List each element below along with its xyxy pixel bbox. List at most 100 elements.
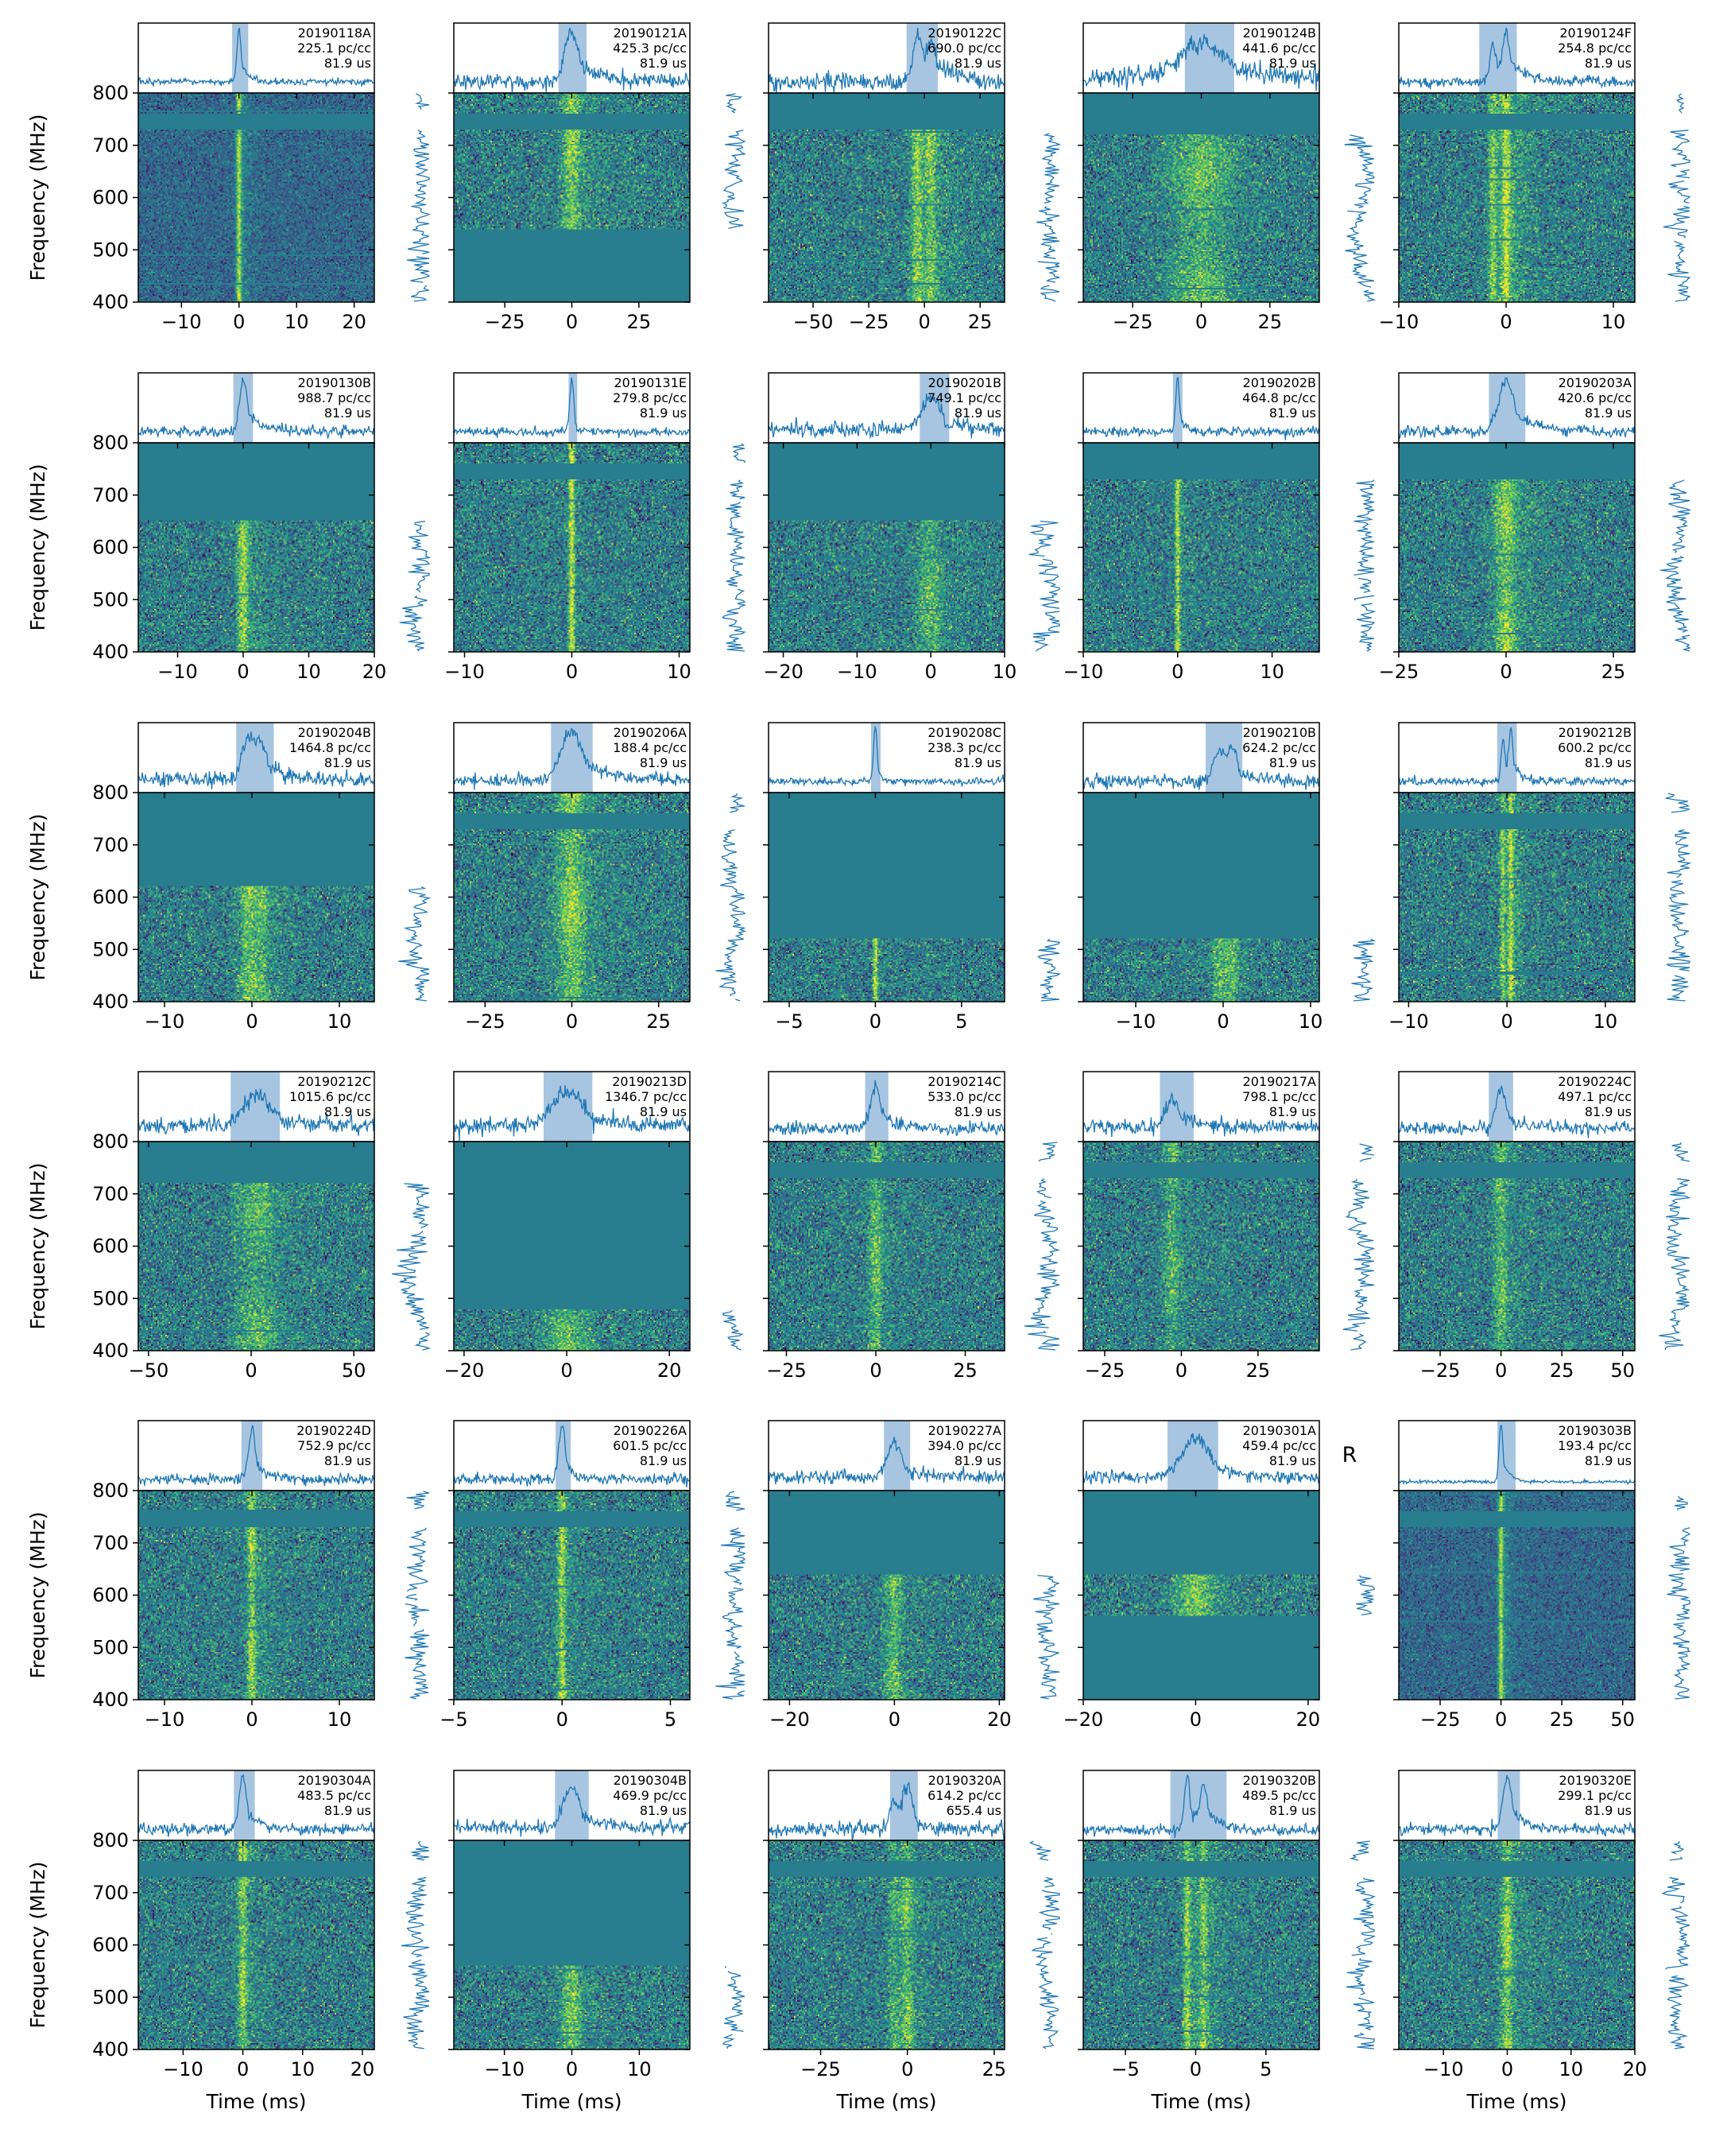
spectrum-line: [1357, 603, 1377, 652]
x-tick-label: 20: [342, 311, 366, 333]
spectrum-line: [1669, 1527, 1691, 1572]
x-tick-label: 0: [918, 311, 930, 333]
spectrum-line: [403, 1959, 430, 2049]
spectrum-line: [1353, 2032, 1375, 2049]
burst-window: [241, 1421, 263, 1491]
spectrum-line: [404, 1183, 430, 1229]
x-tick-label: 0: [237, 661, 249, 683]
spectrum-line: [1663, 205, 1690, 238]
waterfall-image: [1083, 1840, 1319, 2049]
spectrum-line: [1350, 1333, 1367, 1351]
x-tick-label: −10: [1063, 661, 1104, 683]
spectrum-line: [722, 1690, 745, 1700]
y-tick-label: 500: [92, 938, 129, 960]
timeseries-line: [137, 731, 375, 790]
spectrum-line: [398, 886, 432, 1002]
spectrum-line: [724, 1966, 727, 1968]
timeseries-line: [137, 1774, 375, 1837]
timeseries-line: [768, 725, 1005, 788]
spectrum-line: [411, 1840, 430, 1861]
burst-window: [1489, 1072, 1513, 1142]
timeseries-line: [453, 377, 690, 438]
waterfall-image: [138, 1840, 374, 2049]
burst-window: [1489, 373, 1526, 443]
burst-dm: 464.8 pc/cc: [1242, 390, 1316, 405]
burst-dm: 188.4 pc/cc: [613, 740, 687, 755]
spectrum-line: [1671, 1142, 1690, 1162]
burst-name: 20190212C: [297, 1074, 371, 1089]
burst-dm: 459.4 pc/cc: [1242, 1438, 1316, 1453]
y-tick-label: 800: [92, 781, 129, 804]
x-tick-label: −5: [775, 1010, 803, 1033]
spectrum-line: [1036, 206, 1060, 259]
x-tick-label: 10: [285, 311, 309, 333]
burst-window: [230, 1072, 281, 1142]
timeseries-line: [1082, 33, 1320, 91]
burst-name: 20190320B: [1243, 1773, 1316, 1788]
spectrum-line: [1044, 1877, 1055, 1888]
waterfall-image: [769, 443, 1005, 652]
x-tick-label: 0: [925, 661, 937, 683]
timeseries-line: [1398, 27, 1636, 90]
burst-window: [232, 23, 249, 93]
burst-dm: 394.0 pc/cc: [927, 1438, 1001, 1453]
y-tick-label: 600: [92, 1934, 129, 1956]
burst-dm: 497.1 pc/cc: [1558, 1089, 1632, 1104]
burst-resolution: 81.9 us: [955, 405, 1001, 421]
spectrum-line: [732, 443, 745, 463]
x-axis-label: Time (ms): [521, 2090, 622, 2113]
burst-name: 20190130B: [298, 375, 371, 390]
spectrum-line: [1665, 1906, 1690, 1970]
timeseries-line: [768, 1781, 1005, 1841]
spectrum-line: [1355, 1575, 1375, 1616]
burst-dm: 254.8 pc/cc: [1558, 41, 1632, 56]
x-tick-label: 20: [1296, 1708, 1321, 1731]
x-tick-label: 10: [1559, 2058, 1583, 2080]
burst-window: [1497, 1421, 1516, 1491]
burst-resolution: 81.9 us: [1269, 1803, 1316, 1818]
spectrum-line: [715, 1651, 745, 1689]
x-tick-label: 0: [237, 2058, 249, 2080]
x-tick-label: 5: [1260, 2058, 1272, 2080]
spectrum-line: [407, 256, 431, 283]
burst-dm: 483.5 pc/cc: [297, 1788, 371, 1803]
x-tick-label: 5: [664, 1708, 676, 1731]
spectrum-line: [1357, 577, 1372, 593]
x-tick-label: 25: [953, 1359, 978, 1382]
burst-dm: 600.2 pc/cc: [1558, 740, 1632, 755]
timeseries-line: [453, 1425, 690, 1488]
x-axis-label: Time (ms): [205, 2090, 306, 2113]
spectrum-line: [401, 1877, 430, 1958]
x-tick-label: −5: [440, 1708, 467, 1731]
timeseries-line: [1398, 1424, 1636, 1486]
spectrum-line: [405, 1603, 430, 1627]
burst-dm: 614.2 pc/cc: [927, 1788, 1001, 1803]
y-tick-label: 700: [92, 484, 129, 506]
burst-resolution: 81.9 us: [640, 1453, 687, 1468]
x-tick-label: 0: [566, 2058, 578, 2080]
x-tick-label: 20: [350, 2058, 375, 2080]
spectrum-line: [1345, 1178, 1375, 1287]
x-tick-label: 0: [1501, 1010, 1512, 1033]
burst-resolution: 81.9 us: [324, 405, 371, 421]
burst-dm: 988.7 pc/cc: [297, 390, 371, 405]
spectrum-line: [721, 1527, 746, 1585]
y-axis-label: Frequency (MHz): [26, 813, 49, 980]
x-tick-label: 0: [1500, 311, 1512, 333]
spectrum-line: [1669, 1856, 1683, 1861]
x-tick-label: −20: [769, 1708, 810, 1731]
spectrum-line: [1665, 793, 1690, 813]
burst-dm: 225.1 pc/cc: [297, 41, 371, 56]
x-tick-label: −25: [766, 1359, 807, 1382]
timeseries-line: [1082, 1092, 1320, 1138]
spectrum-line: [1675, 634, 1691, 652]
